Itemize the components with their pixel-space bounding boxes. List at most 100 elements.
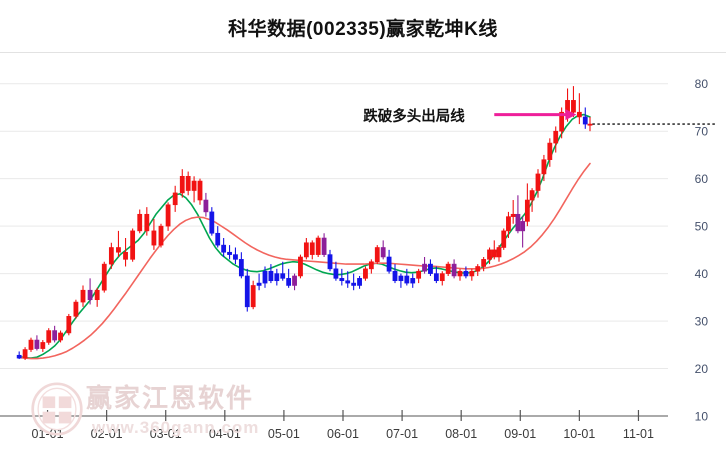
candlestick (123, 238, 128, 267)
candlestick (422, 256, 427, 274)
candlestick (203, 192, 209, 217)
annotation-arrowhead (565, 109, 577, 121)
candle-body (475, 266, 481, 272)
candle-body (94, 289, 100, 301)
candle-body (457, 270, 463, 277)
candle-body (510, 213, 516, 217)
candlestick (34, 335, 40, 351)
candlestick (433, 266, 439, 284)
y-axis-tick-label: 40 (695, 267, 709, 281)
candle-body (428, 263, 433, 274)
candlestick (66, 313, 72, 336)
candlestick (137, 209, 143, 234)
candle-body (445, 263, 451, 274)
candlestick (130, 228, 136, 262)
candle-body (410, 278, 416, 284)
candlestick (481, 256, 487, 272)
y-axis-tick-label: 70 (695, 125, 709, 139)
candle-body (123, 251, 128, 260)
candlestick (309, 240, 315, 260)
candlestick (274, 268, 280, 286)
annotation-line (494, 109, 577, 121)
candle-body (280, 273, 286, 279)
candle-body (87, 289, 93, 301)
candle-body (571, 100, 576, 113)
candlestick (506, 211, 511, 238)
ma-line-MA-slow (18, 162, 591, 360)
candlestick (185, 171, 191, 196)
candlestick (541, 154, 547, 182)
candle-body (203, 199, 209, 213)
candle-body (345, 280, 351, 284)
candle-body (515, 213, 521, 232)
candle-body (404, 275, 410, 284)
y-axis-labels: 10 20 30 40 50 60 70 80 (695, 77, 709, 423)
candle-body (274, 273, 280, 282)
candlestick (315, 235, 321, 257)
candle-body (321, 237, 327, 255)
candlestick (46, 328, 52, 345)
x-axis-tick-label: 10-01 (563, 427, 595, 441)
candlestick (501, 228, 507, 250)
candlestick (463, 266, 469, 279)
candlestick (559, 107, 565, 139)
candlestick (101, 261, 107, 293)
candlestick (398, 273, 404, 288)
candle-body (22, 349, 28, 359)
annotation-label: 跌破多头出局线 (363, 108, 465, 125)
candlestick (144, 207, 150, 236)
candlestick (191, 176, 197, 203)
candlestick (416, 268, 422, 284)
candlestick (520, 216, 526, 248)
candle-body (73, 301, 79, 317)
x-axis-tick-label: 01-01 (32, 427, 64, 441)
candle-body (244, 275, 250, 308)
candle-body (250, 285, 256, 308)
header-divider (0, 52, 726, 53)
candlestick (298, 254, 303, 279)
candle-body (298, 256, 303, 277)
x-axis-tick-label: 02-01 (91, 427, 123, 441)
candlestick (404, 268, 410, 286)
candle-body (506, 216, 511, 232)
x-axis-tick-label: 09-01 (504, 427, 536, 441)
candlestick (357, 275, 362, 289)
candle-body (357, 278, 362, 286)
candle-body (66, 316, 72, 334)
candlestick (410, 273, 416, 288)
candle-body (339, 278, 345, 282)
x-axis-tick-label: 03-01 (150, 427, 182, 441)
candlestick (428, 259, 433, 276)
candle-body (262, 270, 268, 284)
candlestick (445, 261, 451, 276)
candle-body (386, 256, 392, 272)
candlestick (529, 188, 535, 212)
candle-body (130, 230, 136, 260)
candle-body (368, 261, 374, 270)
candle-body (238, 259, 244, 277)
candlestick (197, 178, 203, 205)
candlestick (582, 107, 588, 129)
x-axis-tick-label: 05-01 (268, 427, 300, 441)
candle-body (315, 237, 321, 255)
x-axis-tick-label: 07-01 (386, 427, 418, 441)
candle-body (582, 116, 588, 125)
candle-body (221, 244, 227, 253)
candle-body (28, 339, 34, 350)
candle-body (327, 254, 333, 270)
candlestick (165, 202, 171, 231)
candle-body (116, 247, 121, 253)
candle-body (535, 173, 541, 191)
candle-body (80, 289, 86, 303)
candlestick (351, 273, 357, 291)
y-axis-tick-label: 60 (695, 172, 709, 186)
candlestick (475, 264, 481, 276)
candlestick (94, 287, 100, 307)
candlestick (221, 238, 227, 257)
x-axis-tick-label: 06-01 (327, 427, 359, 441)
candlestick (553, 126, 559, 153)
candle-body (380, 247, 386, 258)
candlestick (368, 259, 374, 274)
candle-body (451, 263, 457, 277)
